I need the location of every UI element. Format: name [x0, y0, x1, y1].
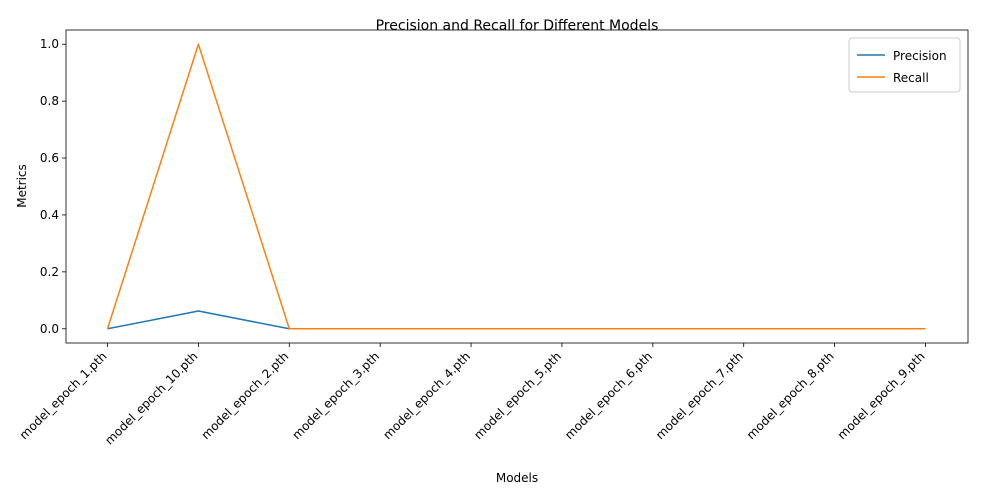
x-tick-label: model_epoch_9.pth	[835, 349, 928, 442]
legend-box	[848, 37, 961, 93]
axis-ticks: 0.00.20.40.60.81.0model_epoch_1.pthmodel…	[17, 37, 928, 447]
series-line-precision	[107, 310, 926, 330]
x-tick-label: model_epoch_2.pth	[199, 349, 292, 442]
y-tick-label: 0.0	[40, 322, 59, 336]
y-axis-label: Metrics	[15, 164, 29, 208]
chart-title: Precision and Recall for Different Model…	[376, 18, 659, 34]
x-tick-label: model_epoch_1.pth	[17, 349, 110, 442]
legend: Precision Recall	[848, 37, 961, 93]
x-tick-label: model_epoch_6.pth	[562, 349, 655, 442]
plot-frame	[65, 29, 969, 344]
series-lines	[106, 43, 926, 330]
y-tick-label: 1.0	[40, 37, 59, 51]
y-tick-label: 0.8	[40, 94, 59, 108]
x-tick-label: model_epoch_10.pth	[102, 349, 200, 447]
x-tick-label: model_epoch_5.pth	[471, 349, 564, 442]
series-line-recall	[106, 43, 926, 330]
y-tick-label: 0.4	[40, 208, 59, 222]
legend-label-recall: Recall	[893, 71, 929, 85]
x-axis-label: Models	[496, 471, 538, 485]
y-tick-label: 0.2	[40, 265, 59, 279]
x-tick-label: model_epoch_3.pth	[289, 349, 382, 442]
y-tick-label: 0.6	[40, 151, 59, 165]
x-tick-label: model_epoch_8.pth	[744, 349, 837, 442]
x-tick-label: model_epoch_7.pth	[653, 349, 746, 442]
legend-label-precision: Precision	[893, 49, 947, 63]
x-tick-label: model_epoch_4.pth	[380, 349, 473, 442]
